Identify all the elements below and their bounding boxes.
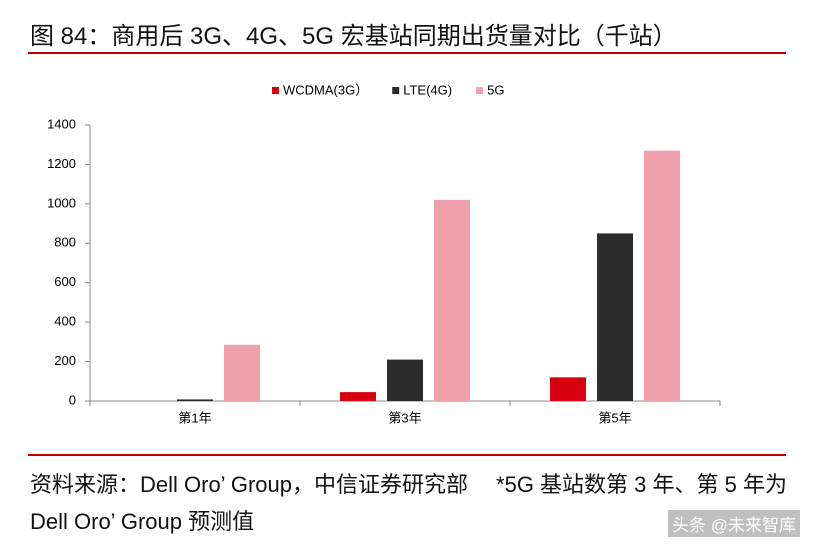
x-tick-label: 第3年: [388, 410, 421, 425]
x-tick-label: 第5年: [598, 410, 631, 425]
bar: [340, 392, 376, 401]
bar: [177, 399, 213, 401]
legend-label: WCDMA(3G）: [283, 82, 368, 97]
footer: 资料来源：Dell Oro’ Group，中信证券研究部 *5G 基站数第 3 年…: [30, 466, 790, 540]
y-tick-label: 0: [69, 392, 76, 407]
note: *5G 基站数第 3 年、第 5 年为 Dell Oro’ Group 预测值: [30, 472, 787, 534]
legend-label: LTE(4G): [403, 82, 452, 97]
bar: [644, 150, 680, 401]
bar: [434, 199, 470, 401]
watermark: 头条 @未来智库: [668, 510, 800, 537]
y-tick-label: 400: [54, 314, 76, 329]
legend-swatch: [476, 87, 484, 94]
bar: [387, 359, 423, 401]
y-tick-label: 600: [54, 274, 76, 289]
legend-swatch: [392, 87, 400, 94]
chart-title: 图 84：商用后 3G、4G、5G 宏基站同期出货量对比（千站）: [30, 23, 677, 50]
y-tick-label: 1200: [47, 156, 76, 171]
source: 资料来源：Dell Oro’ Group，中信证券研究部: [30, 472, 469, 497]
y-tick-label: 800: [54, 235, 76, 250]
bar: [224, 344, 260, 401]
bar: [550, 377, 586, 401]
y-tick-label: 200: [54, 353, 76, 368]
legend-label: 5G: [487, 82, 504, 97]
x-tick-label: 第1年: [178, 410, 211, 425]
y-tick-label: 1400: [47, 116, 76, 131]
y-tick-label: 1000: [47, 195, 76, 210]
bar: [597, 233, 633, 401]
legend-swatch: [272, 87, 279, 94]
